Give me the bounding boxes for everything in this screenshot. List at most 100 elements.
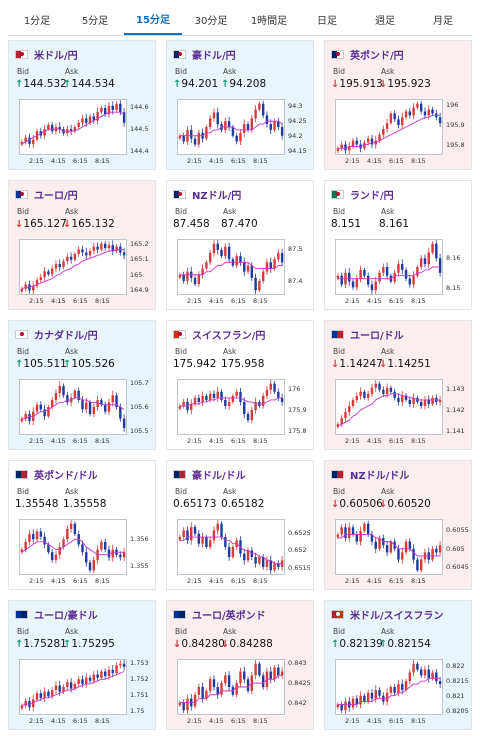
candle-body: [212, 530, 216, 541]
bid-value: 175.942: [173, 358, 217, 370]
currency-pair-name[interactable]: 豪ドル/円: [192, 50, 236, 62]
rate-card[interactable]: 英ポンド/円 Bid Ask ↓195.913 ↓195.923 196 195.…: [324, 40, 472, 170]
candle-body: [182, 530, 185, 538]
candle-body: [435, 548, 438, 553]
rate-card[interactable]: 豪ドル/円 Bid Ask ↑94.201 ↑94.208 94.3 94.25 9…: [166, 40, 314, 170]
rate-card[interactable]: スイスフラン/円 Bid Ask 175.942 175.958 176 175.…: [166, 320, 314, 450]
x-tick-label: 4:15: [367, 577, 382, 585]
candle-body: [107, 245, 111, 249]
y-tick-label: 87.5: [288, 245, 303, 254]
trend-arrow-icon: ↑: [63, 359, 72, 370]
x-tick-label: 6:15: [73, 297, 88, 305]
rate-card[interactable]: ランド/円 Bid Ask 8.151 8.161 8.16 8.15 2:15 4:…: [324, 180, 472, 310]
chart-canvas: [336, 660, 442, 714]
tab-2[interactable]: 15分足: [124, 8, 182, 35]
bid-value: ↑144.532: [15, 78, 67, 90]
candle-body: [246, 124, 250, 130]
rate-card[interactable]: NZドル/ドル Bid Ask ↓0.60506 ↓0.60520 0.6055…: [324, 460, 472, 590]
candle-body: [85, 118, 88, 123]
x-tick-label: 2:15: [187, 717, 202, 725]
candle-body: [32, 139, 35, 144]
candle-body: [246, 265, 250, 272]
mini-candlestick-chart: [177, 659, 285, 715]
tab-5[interactable]: 日足: [317, 16, 337, 27]
tab-4[interactable]: 1時間足: [250, 16, 288, 27]
candle-body: [190, 129, 193, 139]
candle-body: [62, 539, 65, 547]
rate-card[interactable]: 米ドル/円 Bid Ask ↑144.532 ↑144.534 144.6 144…: [8, 40, 156, 170]
candle-body: [378, 134, 381, 141]
currency-pair-name[interactable]: スイスフラン/円: [192, 330, 266, 342]
currency-pair-name[interactable]: ランド/円: [350, 190, 394, 202]
candle-body: [374, 689, 377, 699]
currency-pair-name[interactable]: ユーロ/英ポンド: [192, 610, 266, 622]
candle-body: [355, 698, 359, 705]
candle-body: [227, 675, 231, 687]
candle-body: [205, 262, 208, 269]
candle-body: [348, 527, 351, 539]
rate-card[interactable]: ユーロ/豪ドル Bid Ask ↑1.75281 ↑1.75295 1.753 1…: [8, 600, 156, 730]
x-tick-label: 2:15: [187, 577, 202, 585]
candle-body: [273, 563, 276, 571]
currency-pair-name[interactable]: NZドル/ドル: [350, 470, 410, 482]
mini-candlestick-chart: [335, 239, 443, 295]
candle-body: [193, 277, 197, 285]
trend-arrow-icon: ↑: [15, 79, 24, 90]
tab-1[interactable]: 5分足: [81, 16, 109, 27]
ask-label: Ask: [223, 347, 237, 356]
currency-pair-name[interactable]: カナダドル/円: [34, 330, 98, 342]
bid-label: Bid: [17, 207, 29, 216]
bid-label: Bid: [175, 67, 187, 76]
currency-pair-name[interactable]: 英ポンド/円: [350, 50, 404, 62]
bid-value: ↓0.84280: [173, 638, 225, 650]
tab-7[interactable]: 月足: [433, 16, 453, 27]
candle-body: [423, 111, 427, 116]
tab-6[interactable]: 週足: [375, 16, 395, 27]
trend-arrow-icon: ↑: [173, 79, 182, 90]
tab-3[interactable]: 30分足: [194, 16, 228, 27]
rate-card[interactable]: ユーロ/英ポンド Bid Ask ↓0.84280 ↓0.84288 0.843…: [166, 600, 314, 730]
currency-pair-name[interactable]: ユーロ/豪ドル: [34, 610, 98, 622]
rate-card[interactable]: 豪ドル/ドル Bid Ask 0.65173 0.65182 0.6525 0.6…: [166, 460, 314, 590]
rate-card[interactable]: 英ポンド/ドル Bid Ask 1.35548 1.35558 1.356 1.3…: [8, 460, 156, 590]
currency-pair-name[interactable]: 豪ドル/ドル: [192, 470, 246, 482]
candle-body: [382, 128, 385, 135]
candle-body: [258, 280, 261, 291]
candle-body: [416, 103, 419, 108]
tab-0[interactable]: 1分足: [23, 16, 51, 27]
x-tick-label: 6:15: [231, 717, 246, 725]
candle-body: [385, 267, 389, 276]
x-tick-label: 2:15: [187, 157, 202, 165]
candle-body: [340, 704, 343, 711]
currency-pair-name[interactable]: NZドル/円: [192, 190, 242, 202]
x-tick-label: 4:15: [209, 717, 224, 725]
card-header: 英ポンド/ドル: [15, 467, 98, 482]
candle-body: [393, 687, 396, 693]
bid-value: 1.35548: [15, 498, 59, 510]
y-tick-label: 94.3: [288, 101, 303, 110]
moving-average-line: [21, 671, 125, 707]
candle-body: [340, 144, 343, 149]
candle-body: [269, 383, 272, 390]
x-tick-label: 4:15: [367, 717, 382, 725]
rate-card[interactable]: カナダドル/円 Bid Ask ↑105.511 ↑105.526 105.7 1…: [8, 320, 156, 450]
rate-card[interactable]: 米ドル/スイスフラン Bid Ask ↑0.82139 ↑0.82154 0.8…: [324, 600, 472, 730]
currency-pair-name[interactable]: 米ドル/円: [34, 50, 78, 62]
mini-candlestick-chart: [177, 239, 285, 295]
bid-label: Bid: [17, 627, 29, 636]
candle-body: [197, 533, 201, 544]
moving-average-line: [179, 397, 283, 407]
currency-pair-name[interactable]: ユーロ/円: [34, 190, 78, 202]
candle-body: [103, 671, 107, 677]
candle-body: [92, 116, 96, 121]
candle-body: [438, 117, 442, 124]
currency-pair-name[interactable]: 米ドル/スイスフラン: [350, 610, 444, 622]
candle-body: [69, 256, 73, 260]
candle-body: [385, 387, 389, 394]
rate-card[interactable]: ユーロ/ドル Bid Ask ↓1.14247 ↓1.14251 1.143 1.…: [324, 320, 472, 450]
currency-pair-name[interactable]: ユーロ/ドル: [350, 330, 404, 342]
bid-value: 0.65173: [173, 498, 217, 510]
rate-card[interactable]: NZドル/円 Bid Ask 87.458 87.470 87.5 87.4 2:1…: [166, 180, 314, 310]
rate-card[interactable]: ユーロ/円 Bid Ask ↓165.127 ↓165.132 165.2 165…: [8, 180, 156, 310]
currency-pair-name[interactable]: 英ポンド/ドル: [34, 470, 98, 482]
